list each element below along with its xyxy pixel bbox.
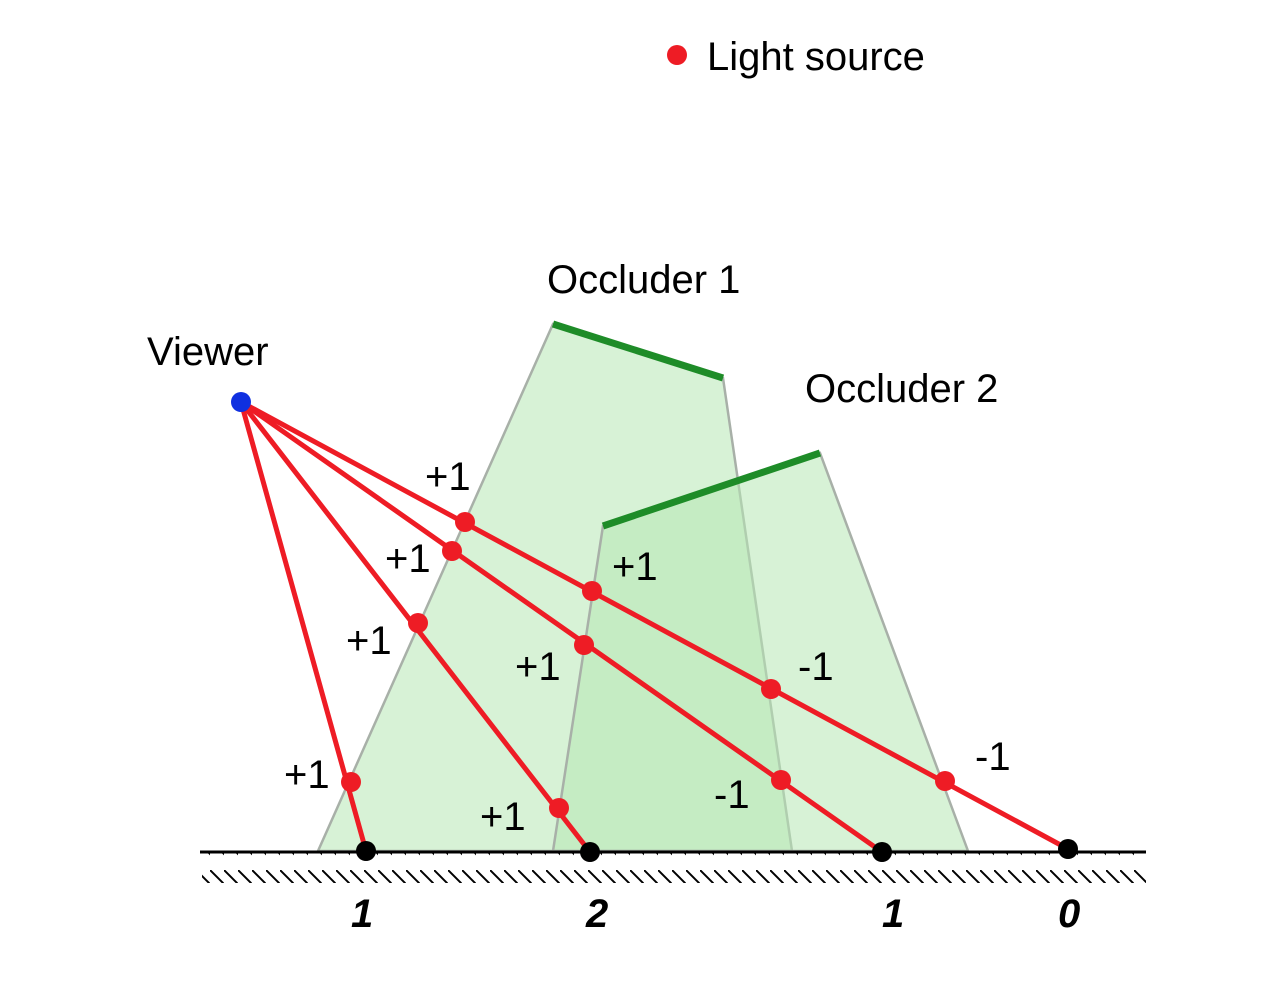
ground-hatching bbox=[202, 853, 1146, 883]
counter-label: -1 bbox=[798, 645, 834, 689]
ground bbox=[200, 850, 1146, 883]
ground-point bbox=[580, 842, 600, 862]
intersection-point bbox=[574, 635, 594, 655]
counter-label: +1 bbox=[346, 619, 392, 663]
intersection-points bbox=[341, 512, 955, 818]
intersection-point bbox=[408, 613, 428, 633]
legend-label: Light source bbox=[707, 35, 925, 79]
counter-label: +1 bbox=[515, 645, 561, 689]
counter-label: +1 bbox=[284, 753, 330, 797]
counter-label: -1 bbox=[975, 735, 1011, 779]
ground-point bbox=[1058, 839, 1078, 859]
counter-label: +1 bbox=[425, 455, 471, 499]
ground-point bbox=[872, 842, 892, 862]
counter-label: +1 bbox=[385, 537, 431, 581]
counter-label: +1 bbox=[612, 545, 658, 589]
intersection-point bbox=[549, 798, 569, 818]
view-ray-4 bbox=[238, 399, 1071, 852]
intersection-point bbox=[582, 581, 602, 601]
intersection-point bbox=[341, 772, 361, 792]
viewer-point bbox=[231, 392, 251, 412]
intersection-point bbox=[761, 679, 781, 699]
occluder-2-label: Occluder 2 bbox=[805, 367, 998, 411]
result-count: 1 bbox=[882, 892, 904, 936]
ground-point bbox=[356, 841, 376, 861]
intersection-point bbox=[442, 541, 462, 561]
intersection-point bbox=[935, 771, 955, 791]
counter-label: -1 bbox=[714, 773, 750, 817]
result-count: 1 bbox=[351, 892, 373, 936]
counter-label: +1 bbox=[480, 795, 526, 839]
ground-points bbox=[356, 839, 1078, 862]
result-count: 0 bbox=[1058, 892, 1080, 936]
occluder-1-label: Occluder 1 bbox=[547, 258, 740, 302]
legend: Light source bbox=[667, 35, 925, 79]
intersection-point bbox=[455, 512, 475, 532]
occluder-1 bbox=[551, 320, 725, 382]
intersection-point bbox=[771, 770, 791, 790]
result-count: 2 bbox=[585, 892, 608, 936]
viewer-label: Viewer bbox=[147, 330, 269, 374]
occluder-2 bbox=[601, 449, 822, 530]
legend-marker bbox=[667, 45, 687, 65]
